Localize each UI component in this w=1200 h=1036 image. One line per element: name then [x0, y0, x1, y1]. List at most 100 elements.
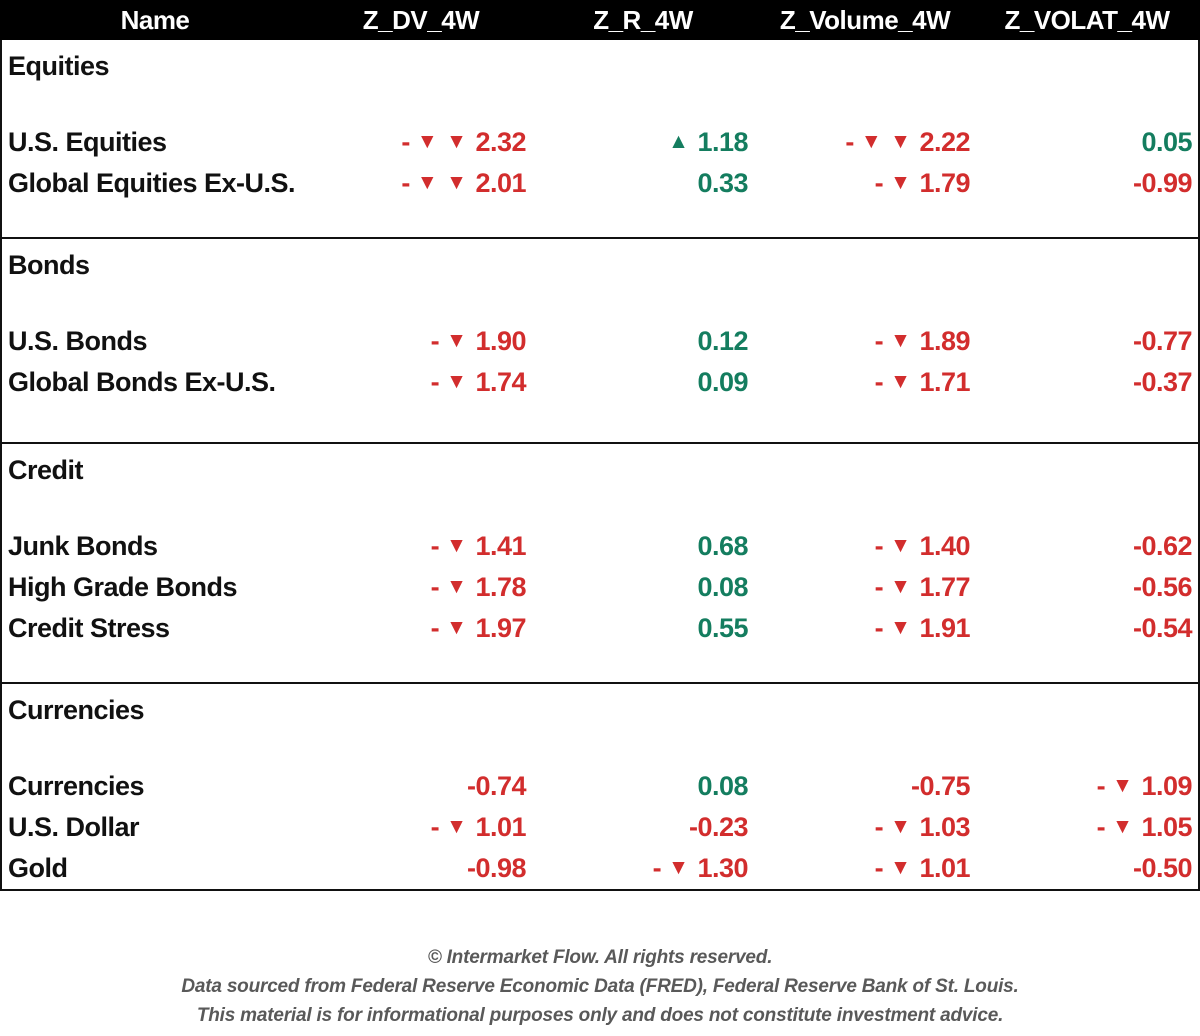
section-title: Currencies — [8, 695, 145, 725]
minus-sign: - — [401, 168, 410, 198]
minus-sign: - — [874, 613, 884, 643]
row-label: U.S. Equities — [8, 127, 167, 157]
down-triangle-icon: ▼ — [446, 616, 467, 639]
value-text: 0.55 — [697, 613, 748, 643]
value-text: 0.05 — [1141, 127, 1192, 157]
down-triangle-icon: ▼ — [860, 130, 882, 153]
value-cell: -0.98 — [308, 853, 530, 884]
value-text: -0.98 — [466, 853, 527, 883]
down-triangle-icon: ▼ — [446, 534, 467, 557]
value-cell: - ▼ ▼ 2.22 — [752, 127, 974, 158]
value-cell: - ▼ 1.30 — [530, 853, 752, 884]
value-cell: 0.05 — [974, 127, 1196, 158]
table-header: Name Z_DV_4W Z_R_4W Z_Volume_4W Z_VOLAT_4W — [0, 0, 1200, 40]
table-row: Credit Stress - ▼ 1.97 0.55- ▼ 1.91 -0.54 — [2, 608, 1198, 649]
minus-sign: - — [430, 613, 440, 643]
value-cell: - ▼ 1.89 — [752, 326, 974, 357]
value-cell: -0.62 — [974, 531, 1196, 562]
value-cell: - ▼ 1.74 — [308, 367, 530, 398]
value-text: -0.23 — [688, 812, 749, 842]
row-label: Global Equities Ex-U.S. — [8, 168, 296, 198]
value-cell: -0.99 — [974, 168, 1196, 199]
down-triangle-icon: ▼ — [1112, 774, 1133, 797]
value-cell: - ▼ 1.41 — [308, 531, 530, 562]
value-text: 2.01 — [475, 168, 526, 198]
row-label: Global Bonds Ex-U.S. — [8, 367, 276, 397]
table-row: Gold -0.98- ▼ 1.30- ▼ 1.01 -0.50 — [2, 848, 1198, 889]
value-text: 1.89 — [919, 326, 970, 356]
minus-sign: - — [874, 326, 884, 356]
value-text: -0.37 — [1132, 367, 1193, 397]
minus-sign: - — [1096, 771, 1106, 801]
value-text: 0.09 — [697, 367, 748, 397]
value-text: 1.97 — [475, 613, 526, 643]
value-cell: - ▼ 1.77 — [752, 572, 974, 603]
value-cell: - ▼ 1.01 — [308, 812, 530, 843]
value-text: -0.74 — [466, 771, 527, 801]
section-title: Bonds — [8, 250, 90, 280]
value-cell: 0.68 — [530, 531, 752, 562]
down-triangle-icon: ▼ — [890, 329, 911, 352]
value-cell: - ▼ 1.97 — [308, 613, 530, 644]
value-cell: - ▼ 1.90 — [308, 326, 530, 357]
value-cell: - ▼ 1.03 — [752, 812, 974, 843]
value-text: -0.54 — [1132, 613, 1193, 643]
value-cell: 0.12 — [530, 326, 752, 357]
value-text: 1.30 — [697, 853, 748, 883]
value-text: 0.08 — [697, 771, 748, 801]
value-text: -0.50 — [1132, 853, 1193, 883]
value-cell: - ▼ ▼ 2.32 — [308, 127, 530, 158]
value-text: 0.08 — [697, 572, 748, 602]
down-triangle-icon: ▼ — [890, 815, 911, 838]
table-row: Global Bonds Ex-U.S. - ▼ 1.74 0.09- ▼ 1.71 -0.3… — [2, 362, 1198, 403]
down-triangle-icon: ▼ — [446, 815, 467, 838]
row-label: Junk Bonds — [8, 531, 158, 561]
table-row: Junk Bonds - ▼ 1.41 0.68- ▼ 1.40 -0.62 — [2, 526, 1198, 567]
table-row: High Grade Bonds - ▼ 1.78 0.08- ▼ 1.77 -0.56 — [2, 567, 1198, 608]
value-cell: -0.77 — [974, 326, 1196, 357]
down-triangle-icon: ▼ — [890, 130, 911, 153]
section-title: Credit — [8, 455, 84, 485]
minus-sign: - — [845, 127, 854, 157]
value-cell: ▲ 1.18 — [530, 127, 752, 158]
value-text: 1.90 — [475, 326, 526, 356]
value-cell: - ▼ 1.40 — [752, 531, 974, 562]
value-text: 1.40 — [919, 531, 970, 561]
value-cell: -0.37 — [974, 367, 1196, 398]
down-triangle-icon: ▼ — [890, 534, 911, 557]
section-equities: Equities U.S. Equities - ▼ ▼ 2.32 ▲ 1.18- ▼ ▼ 2.22… — [2, 40, 1198, 237]
section-spacer — [2, 86, 1198, 122]
value-cell: 0.08 — [530, 572, 752, 603]
down-triangle-icon: ▼ — [890, 856, 911, 879]
footer-copyright: © Intermarket Flow. All rights reserved. — [427, 947, 773, 968]
value-text: 1.01 — [475, 812, 526, 842]
down-triangle-icon: ▼ — [416, 171, 438, 194]
value-text: 1.01 — [919, 853, 970, 883]
down-triangle-icon: ▼ — [416, 130, 438, 153]
value-text: 0.33 — [697, 168, 748, 198]
zscore-table: Name Z_DV_4W Z_R_4W Z_Volume_4W Z_VOLAT_4W E… — [0, 0, 1200, 891]
value-cell: 0.09 — [530, 367, 752, 398]
value-cell: -0.74 — [308, 771, 530, 802]
value-cell: - ▼ 1.09 — [974, 771, 1196, 802]
minus-sign: - — [652, 853, 662, 883]
value-cell: - ▼ 1.01 — [752, 853, 974, 884]
value-cell: -0.23 — [530, 812, 752, 843]
minus-sign: - — [874, 168, 884, 198]
value-cell: -0.54 — [974, 613, 1196, 644]
value-text: 1.74 — [475, 367, 526, 397]
value-text: 2.22 — [919, 127, 970, 157]
column-header-z-volume-4w: Z_Volume_4W — [779, 4, 951, 35]
value-cell: - ▼ 1.79 — [752, 168, 974, 199]
row-label: Gold — [8, 853, 68, 883]
table-row: U.S. Bonds - ▼ 1.90 0.12- ▼ 1.89 -0.77 — [2, 321, 1198, 362]
row-label: U.S. Dollar — [8, 812, 140, 842]
table-body: Equities U.S. Equities - ▼ ▼ 2.32 ▲ 1.18- ▼ ▼ 2.22… — [0, 40, 1200, 891]
section-currencies: Currencies Currencies -0.74 0.08 -0.75- ▼ 1.09… — [2, 682, 1198, 889]
table-row: Global Equities Ex-U.S. - ▼ ▼ 2.01 0.33- ▼ 1.79… — [2, 163, 1198, 204]
table-row: U.S. Dollar - ▼ 1.01 -0.23- ▼ 1.03- ▼ 1.05 — [2, 807, 1198, 848]
minus-sign: - — [401, 127, 410, 157]
section-title: Equities — [8, 51, 110, 81]
minus-sign: - — [874, 572, 884, 602]
